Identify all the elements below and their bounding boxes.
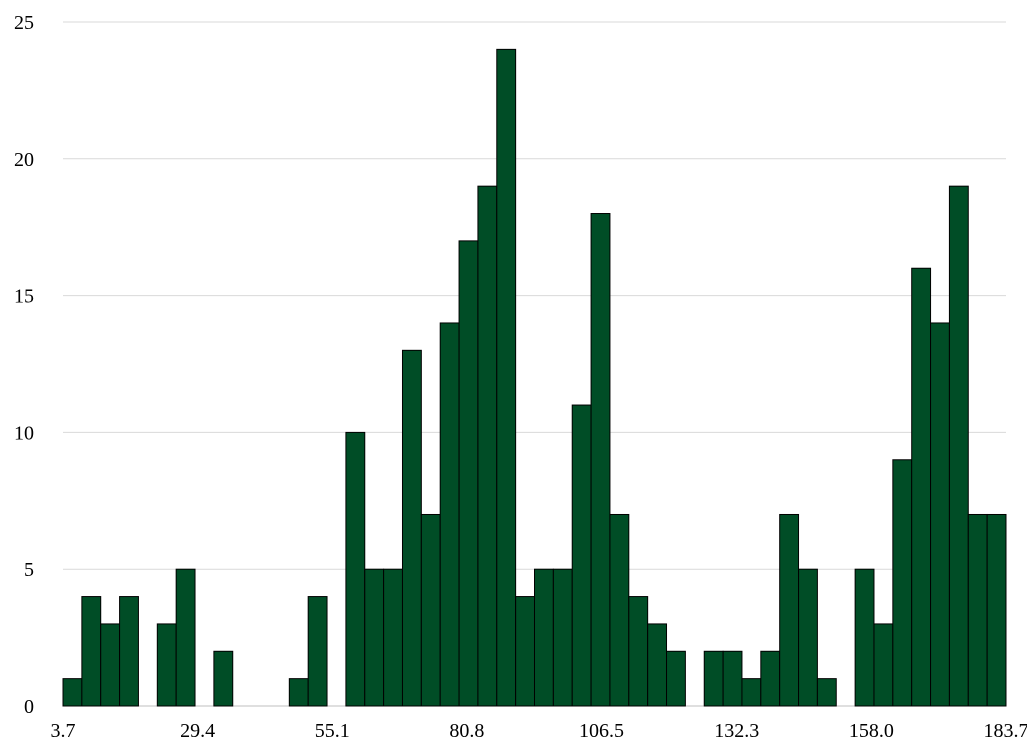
histogram-bar <box>420 513 441 707</box>
histogram-bar <box>967 513 988 707</box>
grid-layer <box>63 21 1006 707</box>
y-tick-label: 15 <box>14 286 34 308</box>
histogram-bar <box>119 596 139 707</box>
histogram-bar <box>62 678 83 707</box>
histogram-bar <box>307 596 328 707</box>
histogram-bar <box>930 322 950 707</box>
histogram-bar <box>666 650 686 707</box>
y-tick-label: 25 <box>14 12 34 34</box>
x-tick-label: 132.3 <box>714 720 759 742</box>
histogram-bar <box>609 513 630 707</box>
x-tick-label: 80.8 <box>449 720 484 742</box>
histogram-bar <box>364 568 385 707</box>
histogram-bar <box>458 240 479 707</box>
histogram-bar <box>628 596 649 707</box>
histogram-bar <box>477 185 498 707</box>
histogram-bar <box>892 459 913 707</box>
histogram-bar <box>854 568 875 707</box>
y-tick-label: 5 <box>24 559 34 581</box>
histogram-bar <box>534 568 554 707</box>
histogram-bar <box>100 623 121 707</box>
histogram-bar <box>873 623 894 707</box>
x-tick-label: 55.1 <box>315 720 350 742</box>
histogram-bar <box>760 650 781 707</box>
histogram-bar <box>213 650 234 707</box>
histogram-bar <box>816 678 837 707</box>
y-tick-label: 20 <box>14 149 34 171</box>
x-tick-label: 29.4 <box>180 720 215 742</box>
histogram-bar <box>647 623 668 707</box>
histogram-bar <box>779 513 800 707</box>
histogram-bar <box>590 213 611 707</box>
histogram-bar <box>798 568 818 707</box>
histogram-bar <box>345 431 366 707</box>
histogram-bar <box>81 596 102 707</box>
histogram-bar <box>552 568 573 707</box>
x-tick-label: 183.7 <box>984 720 1027 742</box>
histogram-bar <box>515 596 536 707</box>
histogram-bar <box>288 678 309 707</box>
histogram-bar <box>383 568 403 707</box>
x-tick-label: 158.0 <box>849 720 894 742</box>
histogram-bar <box>175 568 196 707</box>
bars-layer <box>62 48 1007 707</box>
histogram-bar <box>439 322 460 707</box>
y-tick-label: 0 <box>24 696 34 718</box>
x-axis-ticks: 3.7 29.4 55.1 80.8 106.5 132.3 158.0 183.7 <box>51 720 1027 742</box>
histogram-bar <box>401 349 422 707</box>
histogram-bar <box>948 185 969 707</box>
histogram-bar <box>703 650 724 707</box>
histogram-bar <box>571 404 592 707</box>
y-tick-label: 10 <box>14 422 34 444</box>
x-tick-label: 106.5 <box>579 720 624 742</box>
x-tick-label: 3.7 <box>51 720 76 742</box>
histogram-bar <box>741 678 762 707</box>
histogram-bar <box>986 513 1007 707</box>
histogram-bar <box>722 650 743 707</box>
y-axis-ticks: 0 5 10 15 20 25 <box>14 12 34 718</box>
histogram-bar <box>496 48 517 707</box>
histogram-bar <box>911 267 932 707</box>
histogram-bar <box>156 623 177 707</box>
